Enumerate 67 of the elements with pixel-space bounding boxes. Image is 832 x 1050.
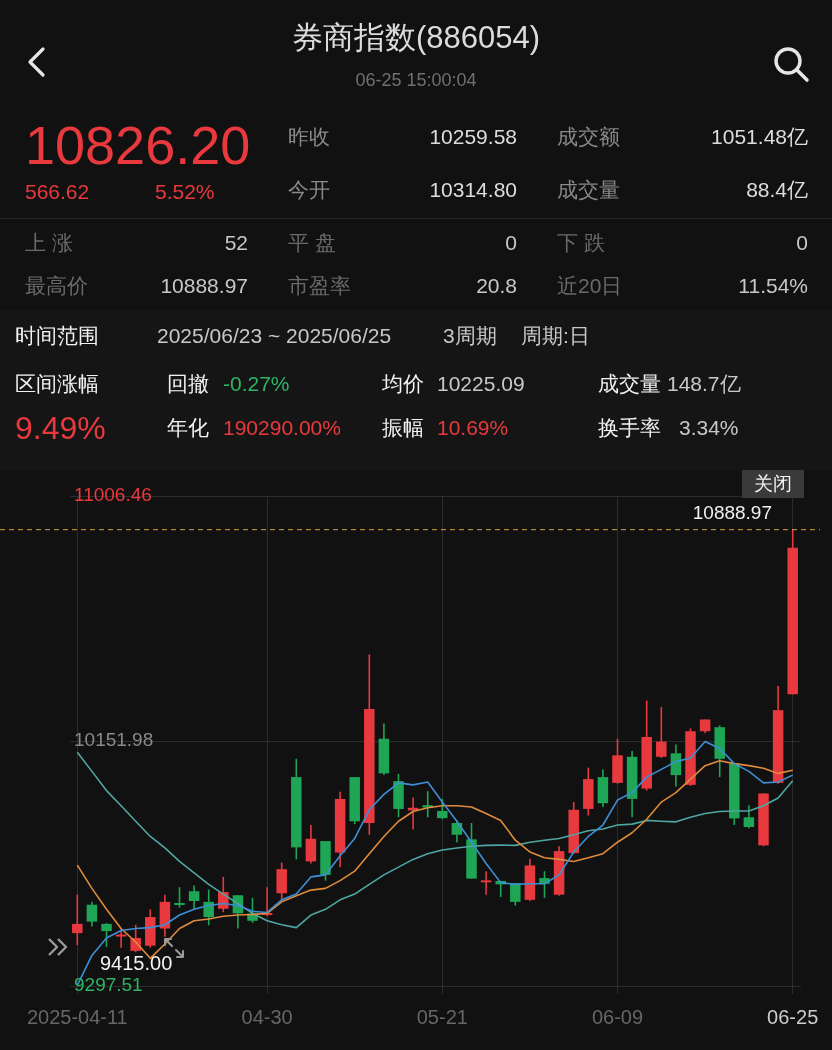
text: 换手率: [598, 415, 661, 441]
text: 3.34%: [679, 416, 739, 440]
text: 20.8: [476, 274, 517, 298]
x-tick-label: 04-30: [241, 1005, 293, 1028]
text: 上 涨: [25, 230, 73, 256]
candlestick: [510, 882, 521, 907]
candlestick: [203, 888, 214, 927]
text: 均价: [382, 371, 424, 397]
text: 成交量: [557, 177, 620, 203]
text: 0: [505, 231, 517, 255]
text: 昨收: [288, 124, 330, 150]
candlestick: [115, 927, 127, 949]
candlestick: [743, 804, 755, 829]
text: 9.49%: [15, 409, 106, 447]
text: 下 跌: [557, 230, 605, 256]
y-tick-label: 10151.98: [74, 729, 154, 751]
candlestick: [188, 884, 200, 911]
text: 52: [224, 231, 248, 255]
text: 最高价: [25, 273, 88, 299]
text: 10225.09: [437, 372, 525, 396]
text: 10.69%: [437, 416, 509, 440]
text: 周期:日: [521, 323, 590, 349]
text: 成交量: [598, 371, 661, 397]
text: 市盈率: [288, 273, 351, 299]
text: 2025/06/23 ~ 2025/06/25: [157, 324, 392, 348]
ref-line-label: 10888.97: [692, 502, 772, 524]
chart-subtitle: 06-25 15:00:04: [354, 69, 478, 91]
chart-title: 券商指数(886054): [290, 19, 542, 57]
text: 10314.80: [429, 178, 517, 202]
x-tick-label: 06-25: [767, 1005, 819, 1028]
x-tick-label: 2025-04-11: [26, 1005, 128, 1028]
text: 年化: [167, 415, 209, 441]
x-tick-label: 05-21: [416, 1005, 468, 1028]
text: 成交额: [557, 124, 620, 150]
text: 回撤: [167, 371, 209, 397]
text: 时间范围: [15, 323, 99, 349]
candlestick: [174, 886, 185, 909]
text: 10888.97: [160, 274, 248, 298]
text: 今开: [288, 177, 330, 203]
text: 平 盘: [288, 230, 336, 256]
text: 关闭: [742, 470, 804, 498]
text: 振幅: [382, 415, 424, 441]
candlestick: [86, 901, 98, 928]
text: 148.7亿: [667, 371, 741, 397]
candlestick: [656, 706, 667, 759]
candlestick: [480, 870, 492, 896]
text: 0: [796, 231, 808, 255]
y-tick-label: 11006.46: [74, 484, 152, 506]
y-tick-label: 9297.51: [74, 974, 143, 996]
candlestick: [101, 922, 112, 948]
text: 11.54%: [738, 274, 808, 298]
text: 88.4亿: [746, 177, 808, 203]
text: 区间涨幅: [15, 371, 99, 397]
annotation: 9415.00: [100, 951, 173, 975]
text: 566.62: [25, 180, 90, 204]
candlestick: [305, 824, 317, 865]
text: 近20日: [557, 273, 623, 299]
text: 5.52%: [155, 180, 215, 204]
text: 1051.48亿: [711, 124, 808, 150]
text: 3周期: [443, 323, 497, 349]
text: 190290.00%: [223, 416, 341, 440]
text: 10259.58: [429, 125, 517, 149]
text: -0.27%: [223, 372, 290, 396]
x-tick-label: 06-09: [591, 1005, 644, 1028]
candlestick: [72, 893, 83, 946]
text: 10826.20: [25, 114, 251, 176]
candlestick: [437, 798, 448, 821]
